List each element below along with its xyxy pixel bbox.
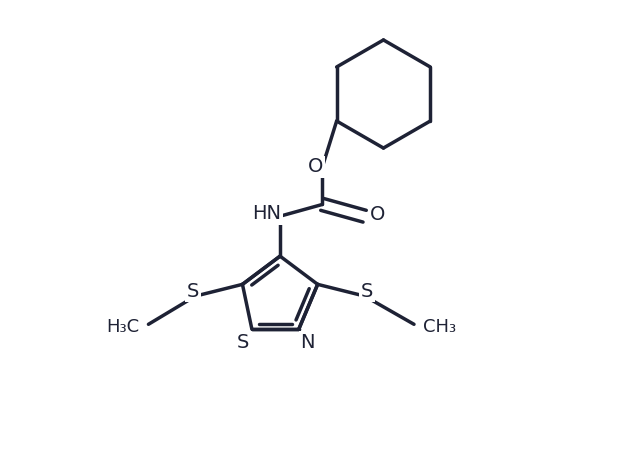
Text: O: O [308, 157, 323, 176]
Text: CH₃: CH₃ [424, 318, 456, 336]
Text: S: S [187, 282, 199, 301]
Text: N: N [300, 333, 315, 352]
Text: HN: HN [252, 204, 282, 223]
Text: H₃C: H₃C [106, 318, 139, 336]
Text: S: S [361, 282, 373, 301]
Text: O: O [370, 205, 385, 224]
Text: S: S [237, 333, 250, 352]
